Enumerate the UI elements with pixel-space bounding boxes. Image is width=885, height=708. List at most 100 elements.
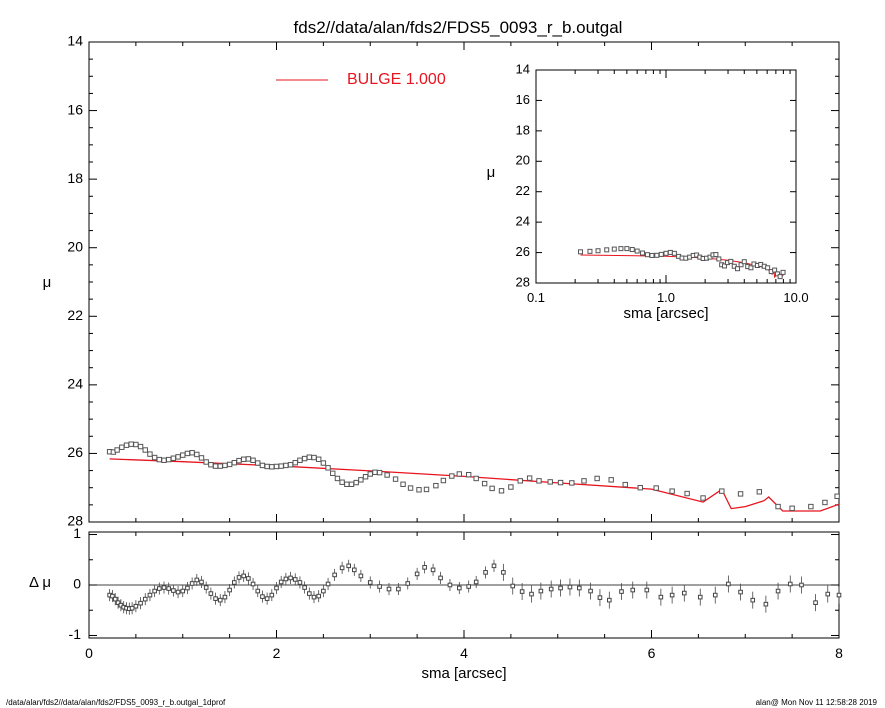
residual-point	[466, 584, 471, 589]
main-data-point	[536, 478, 542, 484]
main-y-tick-label: 16	[67, 101, 83, 117]
main-data-point	[311, 454, 317, 461]
residual-point	[222, 594, 228, 600]
main-data-point	[508, 484, 514, 490]
main-data-point	[440, 477, 447, 484]
residual-point	[157, 586, 162, 591]
figure-title: fds2//data/alan/fds2/FDS5_0093_r_b.outga…	[294, 18, 623, 37]
residual-y-tick-label: 0	[73, 576, 81, 592]
main-data-point	[384, 472, 390, 478]
residual-point	[302, 585, 307, 590]
main-data-point	[344, 481, 350, 487]
residual-point	[787, 581, 793, 587]
main-data-point	[222, 462, 228, 469]
inset-axis-ticks	[535, 69, 796, 284]
main-data-point	[245, 456, 252, 462]
main-data-point	[526, 475, 533, 481]
main-data-point	[165, 456, 172, 463]
residual-point	[457, 585, 462, 591]
residual-point	[321, 588, 326, 594]
residual-point	[726, 581, 731, 587]
residual-point	[255, 588, 261, 594]
main-data-point	[269, 464, 275, 470]
residual-point	[217, 597, 223, 603]
inset-data-point	[728, 258, 734, 264]
residual-point	[283, 576, 289, 582]
main-data-point	[517, 478, 523, 484]
inset-y-tick-label: 24	[516, 214, 530, 229]
main-data-point	[231, 459, 238, 466]
inset-data-point	[629, 247, 635, 253]
inset-x-tick-labels: 0.1 1.0 10.0	[527, 290, 809, 305]
main-data-point	[123, 442, 130, 448]
main-data-point	[822, 499, 828, 506]
residual-x-tick-label: 8	[835, 645, 843, 661]
main-data-point	[278, 463, 284, 469]
main-data-point	[273, 463, 280, 470]
main-data-point	[180, 452, 186, 458]
inset-data-point	[634, 248, 640, 254]
main-data-point	[489, 485, 495, 492]
residual-point	[529, 591, 534, 597]
inset-data-point	[611, 246, 617, 252]
residual-point	[250, 581, 256, 587]
inset-data-point	[772, 267, 778, 273]
main-data-point	[372, 469, 378, 475]
main-data-point	[325, 465, 331, 471]
inset-data-point	[735, 266, 741, 272]
residual-point	[377, 584, 382, 589]
main-data-point	[287, 462, 294, 468]
inset-log-panel: 14 16 18 20 22 24 26 28 0.1 1.0 10.0 μ sma [arcse…	[487, 61, 809, 322]
residual-data-points	[107, 559, 842, 615]
residual-point	[447, 582, 453, 588]
residual-point	[813, 600, 818, 605]
main-data-point	[622, 481, 628, 488]
main-data-point	[737, 491, 744, 497]
residual-point	[501, 570, 506, 575]
main-data-point	[259, 462, 266, 469]
residual-point	[316, 593, 321, 599]
inset-x-tick-label: 10.0	[783, 290, 808, 305]
residual-point	[332, 572, 337, 578]
inset-y-tick-label: 22	[516, 183, 530, 198]
residual-point	[115, 600, 121, 605]
main-data-point	[557, 479, 564, 486]
residual-point	[658, 594, 664, 600]
main-y-tick-label: 28	[67, 513, 83, 529]
residual-point	[185, 585, 190, 591]
main-data-point	[637, 485, 643, 491]
residual-point	[213, 596, 218, 601]
footer-file-path: /data/alan/fds2//data/alan/fds2/FDS5_009…	[6, 698, 226, 707]
residual-point	[138, 600, 143, 606]
inset-data-point	[587, 248, 593, 254]
residual-x-tick-label: 4	[460, 645, 468, 661]
residual-point	[325, 581, 331, 587]
main-data-point	[834, 493, 840, 499]
residual-point	[246, 576, 251, 581]
main-data-point	[142, 447, 148, 453]
residual-point	[260, 594, 265, 599]
inset-data-point	[618, 246, 624, 252]
inset-data-point	[765, 265, 771, 271]
main-data-point	[119, 444, 125, 450]
main-data-point	[320, 460, 327, 466]
main-data-point	[407, 485, 414, 491]
residual-point	[669, 592, 675, 598]
main-data-point	[353, 479, 359, 486]
main-data-point	[775, 503, 781, 510]
main-data-point	[156, 456, 163, 463]
main-data-point	[433, 482, 439, 489]
inset-data-point	[658, 251, 664, 257]
inset-data-point	[640, 250, 646, 256]
residual-y-axis-label: Δ μ	[29, 574, 51, 591]
main-axis-ticks	[88, 41, 840, 523]
main-data-point	[392, 476, 399, 482]
residual-point	[577, 585, 582, 591]
residual-point	[264, 596, 270, 601]
residual-point	[430, 567, 436, 573]
residual-point	[147, 592, 153, 598]
main-data-point	[465, 471, 472, 478]
main-data-point	[226, 461, 233, 468]
residual-point	[567, 584, 573, 590]
